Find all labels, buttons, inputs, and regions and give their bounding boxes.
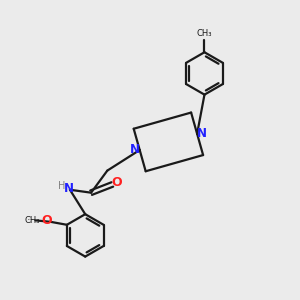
Text: CH₃: CH₃	[197, 29, 212, 38]
Text: CH₃: CH₃	[24, 216, 40, 225]
Text: O: O	[41, 214, 52, 227]
Text: N: N	[197, 127, 207, 140]
Text: H: H	[58, 181, 65, 191]
Text: O: O	[111, 176, 122, 190]
Text: methoxy: methoxy	[27, 218, 34, 220]
Text: N: N	[63, 182, 74, 195]
Text: N: N	[130, 143, 140, 156]
